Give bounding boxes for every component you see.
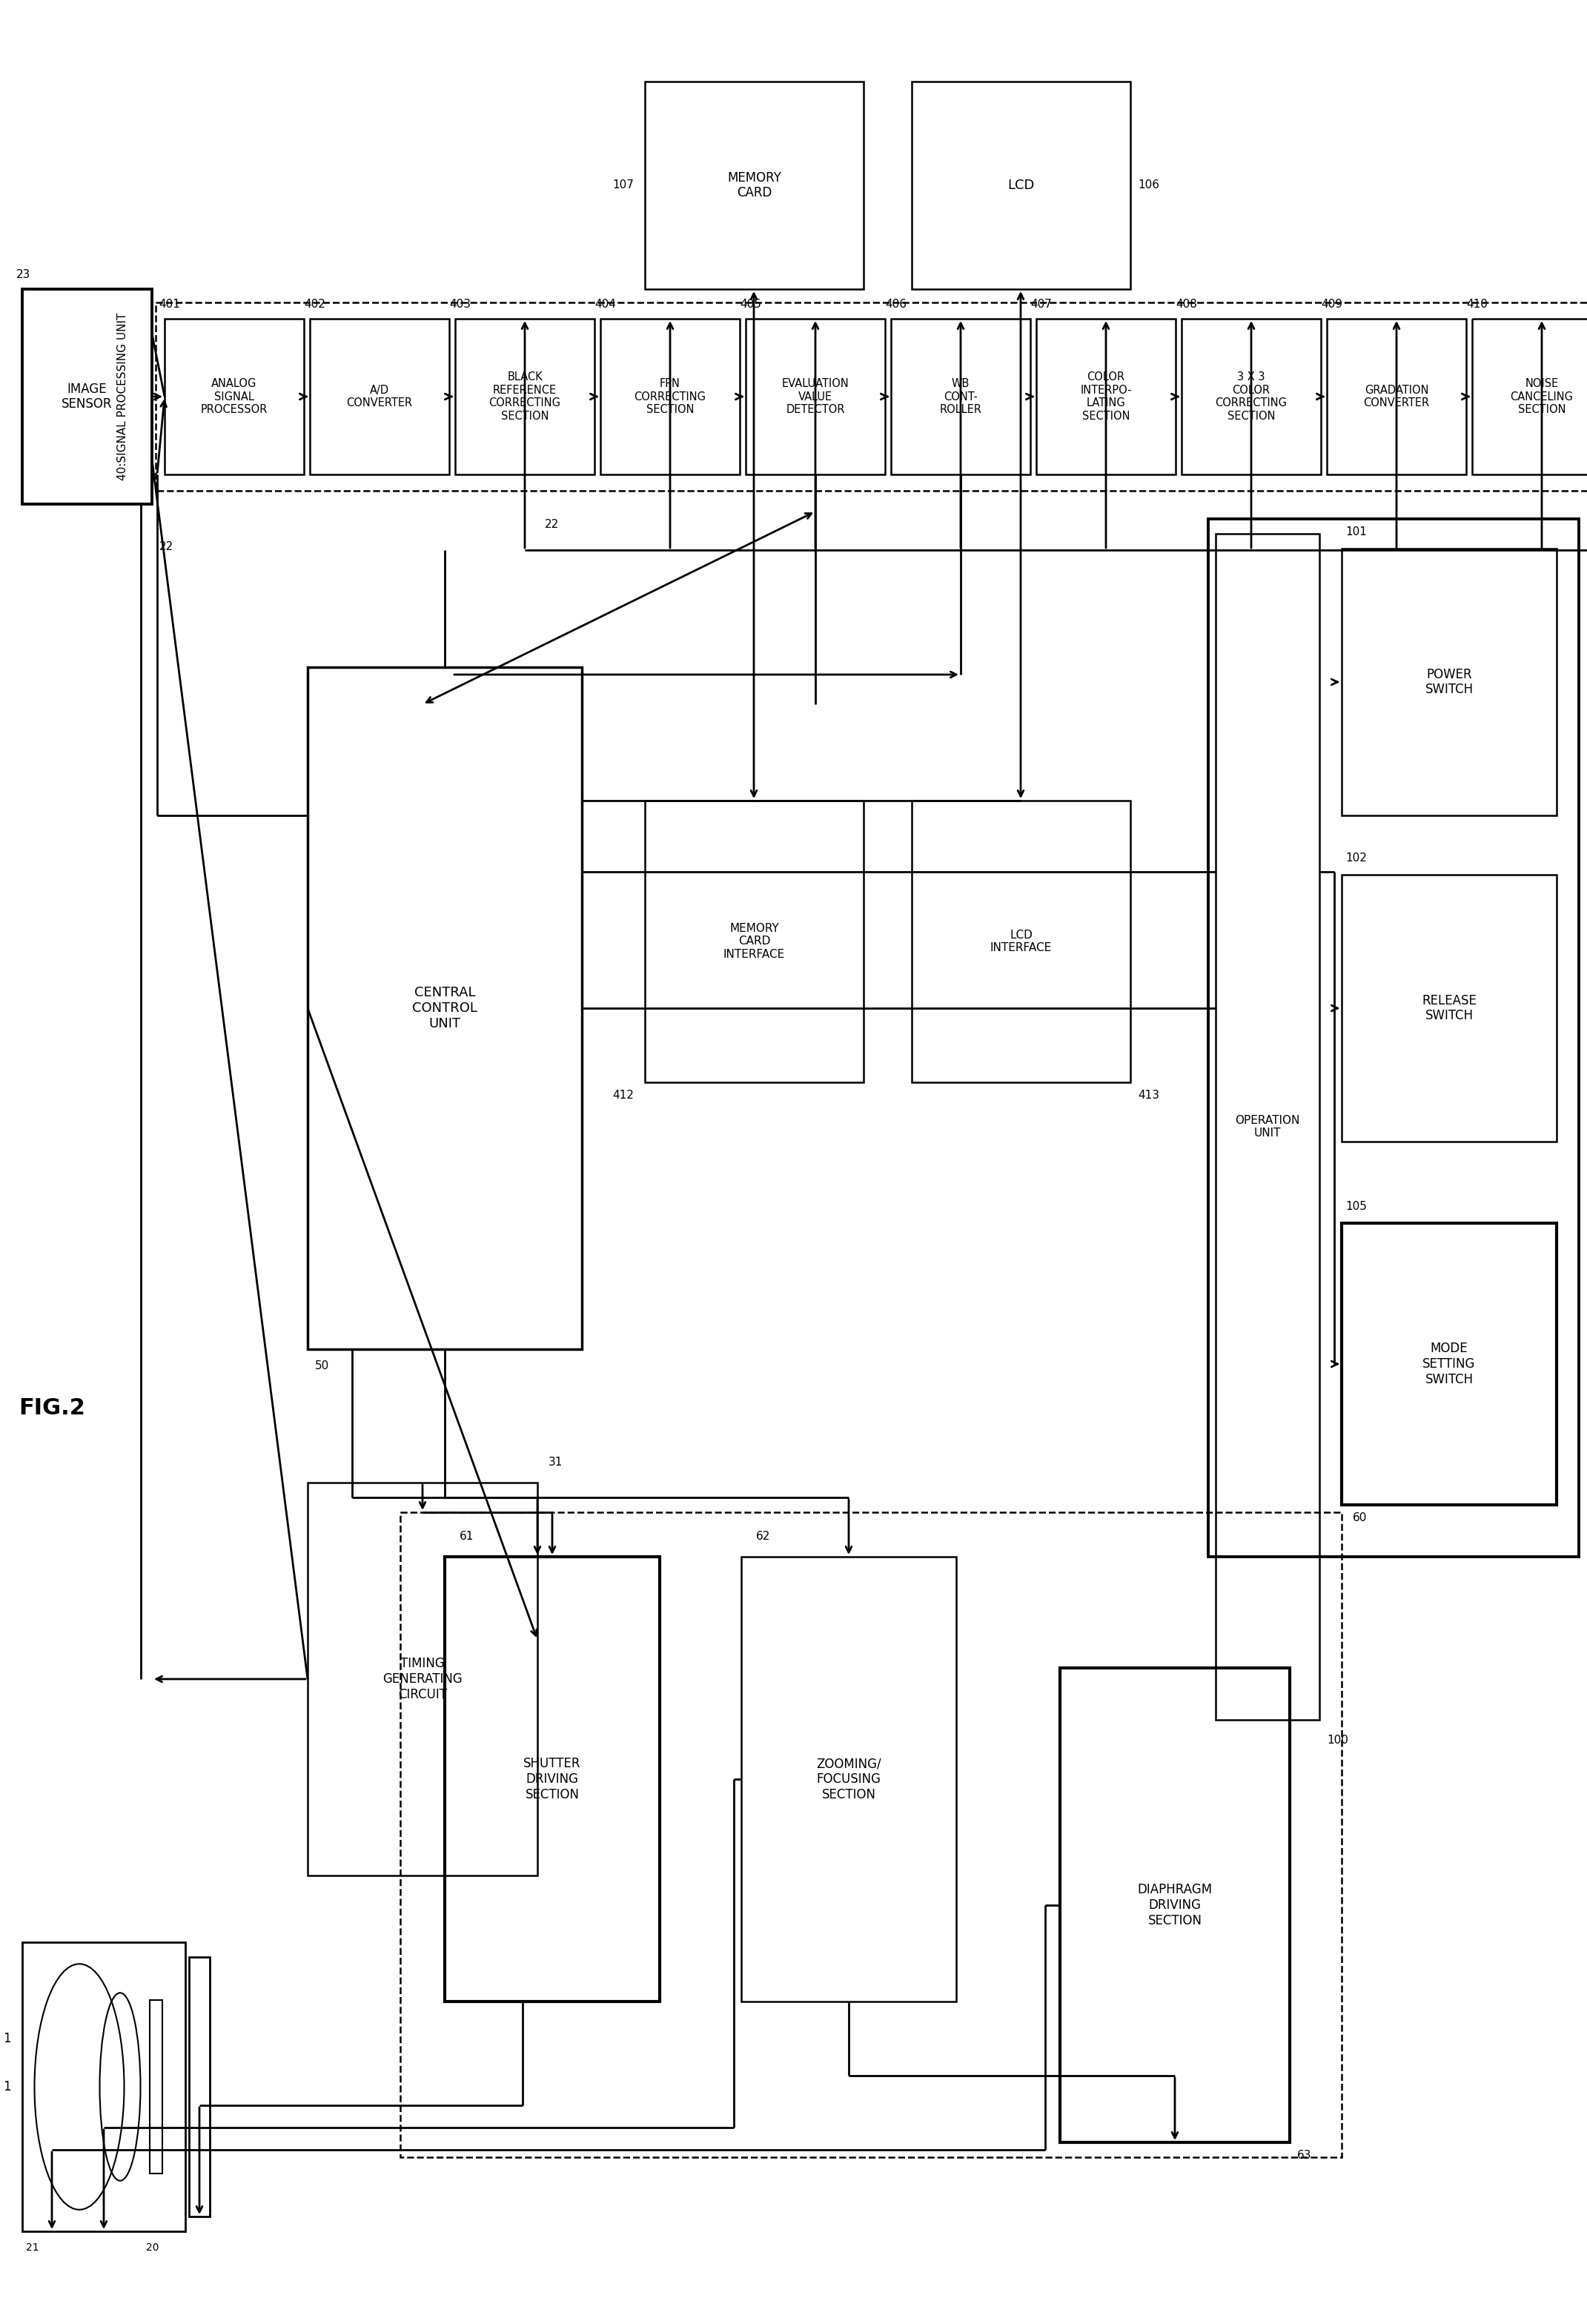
Bar	[22, 288, 152, 504]
Bar	[308, 667, 582, 1350]
Text: OPERATION
UNIT: OPERATION UNIT	[1235, 1116, 1300, 1139]
Text: NOISE
CANCELING
SECTION: NOISE CANCELING SECTION	[1511, 379, 1573, 416]
Bar	[890, 318, 1030, 474]
Bar	[400, 1513, 1341, 2157]
Bar	[156, 302, 1587, 490]
Text: 21: 21	[25, 2243, 40, 2252]
Text: 403: 403	[449, 300, 471, 309]
Text: MODE
SETTING
SWITCH: MODE SETTING SWITCH	[1422, 1341, 1476, 1385]
Bar	[189, 1957, 209, 2217]
Bar	[911, 81, 1130, 288]
Bar	[746, 318, 886, 474]
Text: 404: 404	[595, 300, 616, 309]
Bar	[149, 2001, 162, 2173]
Text: 1: 1	[3, 2080, 11, 2094]
Text: 22: 22	[544, 518, 559, 530]
Bar	[1182, 318, 1320, 474]
Bar	[1341, 548, 1557, 816]
Text: 1: 1	[3, 2031, 11, 2045]
Bar	[1216, 535, 1319, 1720]
Bar	[644, 81, 863, 288]
Text: LCD: LCD	[1008, 179, 1035, 193]
Bar	[165, 318, 303, 474]
Text: 101: 101	[1346, 525, 1366, 537]
Text: 20: 20	[146, 2243, 159, 2252]
Bar	[911, 799, 1130, 1083]
Text: LCD
INTERFACE: LCD INTERFACE	[990, 930, 1052, 953]
Text: 407: 407	[1030, 300, 1052, 309]
Text: 105: 105	[1346, 1202, 1366, 1213]
Text: BLACK
REFERENCE
CORRECTING
SECTION: BLACK REFERENCE CORRECTING SECTION	[489, 372, 560, 421]
Text: 61: 61	[460, 1532, 475, 1541]
Text: SHUTTER
DRIVING
SECTION: SHUTTER DRIVING SECTION	[524, 1757, 581, 1801]
Bar	[1036, 318, 1176, 474]
Bar	[1341, 874, 1557, 1141]
Text: 413: 413	[1138, 1090, 1159, 1102]
Text: 406: 406	[886, 300, 906, 309]
Text: RELEASE
SWITCH: RELEASE SWITCH	[1422, 995, 1476, 1023]
Bar	[741, 1557, 957, 2001]
Bar	[455, 318, 595, 474]
Text: 106: 106	[1138, 179, 1159, 191]
Bar	[22, 1943, 186, 2231]
Text: POWER
SWITCH: POWER SWITCH	[1425, 667, 1473, 697]
Bar	[1208, 518, 1579, 1557]
Text: 60: 60	[1352, 1513, 1366, 1525]
Text: 401: 401	[159, 300, 179, 309]
Bar	[1473, 318, 1587, 474]
Text: 62: 62	[755, 1532, 770, 1541]
Text: TIMING
GENERATING
CIRCUIT: TIMING GENERATING CIRCUIT	[382, 1657, 462, 1701]
Text: 31: 31	[549, 1457, 563, 1469]
Text: WB
CONT-
ROLLER: WB CONT- ROLLER	[940, 379, 982, 416]
Text: ZOOMING/
FOCUSING
SECTION: ZOOMING/ FOCUSING SECTION	[816, 1757, 881, 1801]
Text: 22: 22	[159, 541, 173, 553]
Text: 50: 50	[316, 1360, 329, 1371]
Bar	[308, 1483, 538, 1875]
Text: IMAGE
SENSOR: IMAGE SENSOR	[62, 381, 113, 411]
Text: 412: 412	[613, 1090, 633, 1102]
Text: A/D
CONVERTER: A/D CONVERTER	[346, 383, 413, 409]
Bar	[600, 318, 740, 474]
Text: 408: 408	[1176, 300, 1197, 309]
Bar	[1060, 1669, 1290, 2143]
Bar	[1327, 318, 1466, 474]
Text: GRADATION
CONVERTER: GRADATION CONVERTER	[1363, 383, 1430, 409]
Text: MEMORY
CARD: MEMORY CARD	[727, 172, 781, 200]
Text: 40:SIGNAL PROCESSING UNIT: 40:SIGNAL PROCESSING UNIT	[117, 314, 129, 481]
Text: ANALOG
SIGNAL
PROCESSOR: ANALOG SIGNAL PROCESSOR	[200, 379, 268, 416]
Text: CENTRAL
CONTROL
UNIT: CENTRAL CONTROL UNIT	[413, 985, 478, 1030]
Text: 63: 63	[1297, 2150, 1311, 2161]
Text: DIAPHRAGM
DRIVING
SECTION: DIAPHRAGM DRIVING SECTION	[1138, 1882, 1212, 1927]
Bar	[309, 318, 449, 474]
Text: EVALUATION
VALUE
DETECTOR: EVALUATION VALUE DETECTOR	[782, 379, 849, 416]
Text: 102: 102	[1346, 853, 1366, 865]
Bar	[1341, 1222, 1557, 1506]
Text: FIG.2: FIG.2	[19, 1397, 86, 1420]
Text: 3 X 3
COLOR
CORRECTING
SECTION: 3 X 3 COLOR CORRECTING SECTION	[1216, 372, 1287, 421]
Bar	[644, 799, 863, 1083]
Bar	[444, 1557, 660, 2001]
Text: 100: 100	[1327, 1734, 1349, 1745]
Text: 410: 410	[1466, 300, 1487, 309]
Text: 107: 107	[613, 179, 633, 191]
Text: 405: 405	[740, 300, 762, 309]
Text: 409: 409	[1320, 300, 1343, 309]
Text: MEMORY
CARD
INTERFACE: MEMORY CARD INTERFACE	[724, 923, 786, 960]
Text: 402: 402	[303, 300, 325, 309]
Text: FPN
CORRECTING
SECTION: FPN CORRECTING SECTION	[635, 379, 706, 416]
Text: 23: 23	[16, 270, 30, 281]
Text: COLOR
INTERPO-
LATING
SECTION: COLOR INTERPO- LATING SECTION	[1081, 372, 1132, 421]
